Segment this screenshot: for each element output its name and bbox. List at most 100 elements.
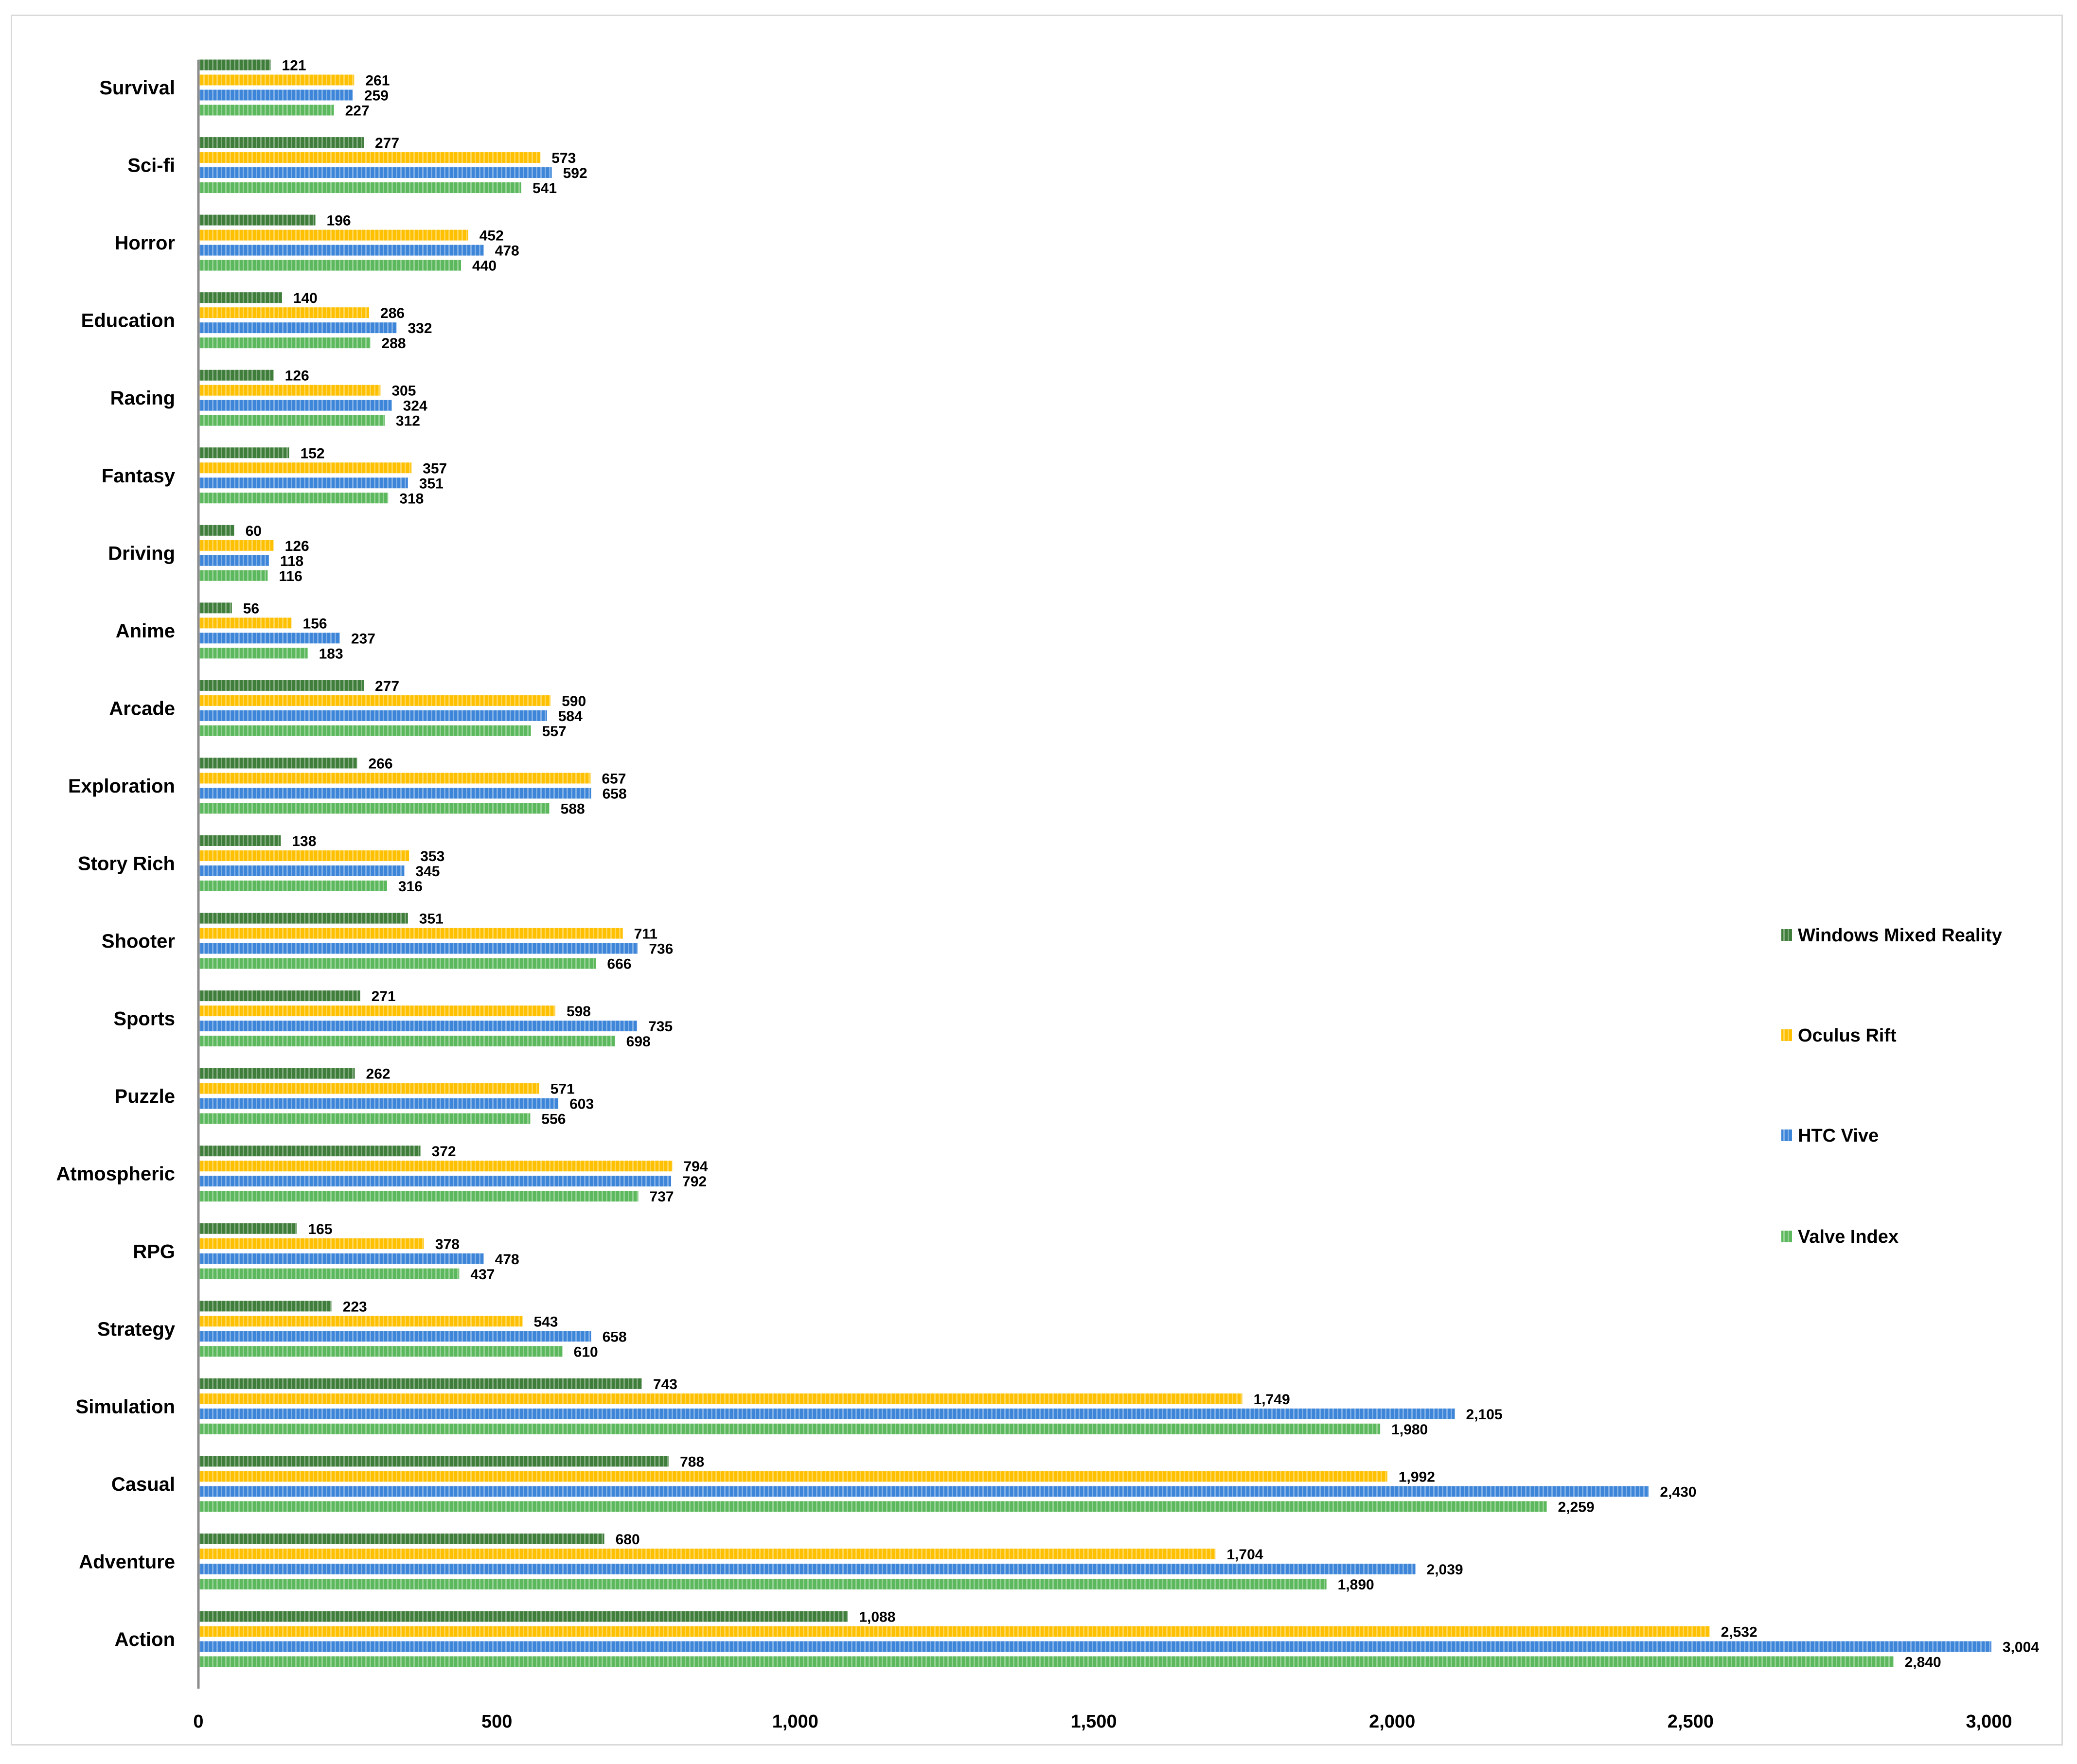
value-label: 590 [562,693,586,709]
value-label: 3,004 [2003,1640,2039,1656]
bar-htc-vive-action [198,1641,1991,1652]
bar-windows-mixed-reality-arcade [198,680,364,691]
bar-htc-vive-casual [198,1486,1649,1497]
bar-htc-vive-sci-fi [198,167,552,178]
value-label: 156 [302,616,327,632]
x-tick-label: 3,000 [1966,1711,2012,1732]
value-label: 378 [435,1236,460,1252]
value-label: 345 [415,864,440,880]
bar-windows-mixed-reality-fantasy [198,447,289,459]
category-label: Puzzle [115,1086,175,1107]
bar-htc-vive-puzzle [198,1098,559,1109]
bar-windows-mixed-reality-sports [198,990,360,1002]
value-label: 2,532 [1721,1624,1757,1641]
value-label: 316 [398,879,423,895]
bar-oculus-rift-simulation [198,1393,1243,1404]
bar-htc-vive-shooter [198,943,638,954]
bar-htc-vive-simulation [198,1408,1455,1419]
bar-valve-index-sci-fi [198,182,521,194]
category-label: Exploration [68,776,175,797]
bar-windows-mixed-reality-puzzle [198,1068,355,1079]
value-label: 140 [293,290,318,306]
value-label: 353 [420,848,444,864]
value-label: 223 [343,1299,367,1315]
value-label: 286 [380,305,405,321]
value-label: 312 [396,413,420,429]
bar-oculus-rift-racing [198,385,381,396]
value-label: 1,749 [1254,1392,1290,1408]
value-label: 658 [603,1329,627,1345]
value-label: 592 [563,165,587,181]
bar-windows-mixed-reality-sci-fi [198,137,364,148]
category-group-strategy: Strategy 223 543 658 610 [97,1299,627,1360]
bar-htc-vive-story-rich [198,865,405,876]
value-label: 735 [648,1019,673,1035]
bar-htc-vive-driving [198,555,269,566]
legend-item-windows-mixed-reality: Windows Mixed Reality [1781,925,2002,946]
category-label: Horror [115,232,175,254]
x-tick-label: 2,000 [1369,1711,1415,1732]
value-label: 138 [292,833,316,849]
bar-oculus-rift-shooter [198,928,623,939]
value-label: 277 [375,135,399,151]
bar-valve-index-shooter [198,958,596,969]
value-label: 658 [603,786,627,802]
bar-windows-mixed-reality-racing [198,370,274,381]
bar-valve-index-story-rich [198,881,387,891]
category-group-casual: Casual 788 1,992 2,430 2,259 [111,1454,1697,1515]
value-label: 743 [653,1376,677,1393]
bar-valve-index-arcade [198,725,531,736]
value-label: 152 [301,445,325,461]
value-label: 556 [541,1111,566,1128]
value-label: 1,890 [1338,1577,1374,1593]
legend-label: HTC Vive [1798,1126,1879,1146]
bar-oculus-rift-fantasy [198,462,412,474]
value-label: 788 [680,1454,704,1470]
value-label: 262 [366,1066,391,1082]
category-label: Strategy [97,1319,176,1340]
bar-valve-index-survival [198,105,334,116]
value-label: 736 [649,941,673,957]
category-label: Arcade [109,698,175,719]
bar-valve-index-rpg [198,1268,460,1279]
value-label: 1,088 [859,1609,895,1625]
value-label: 318 [399,491,424,507]
bar-windows-mixed-reality-action [198,1611,848,1622]
category-group-adventure: Adventure 680 1,704 2,039 1,890 [79,1532,1463,1593]
value-label: 711 [634,926,657,942]
value-label: 126 [285,368,309,384]
bar-windows-mixed-reality-adventure [198,1533,604,1544]
value-label: 1,980 [1391,1422,1428,1438]
bar-valve-index-driving [198,570,268,581]
bar-valve-index-casual [198,1501,1547,1512]
bar-windows-mixed-reality-horror [198,214,316,226]
bar-htc-vive-exploration [198,788,591,799]
value-label: 259 [364,88,389,104]
bar-windows-mixed-reality-casual [198,1456,669,1467]
bar-windows-mixed-reality-simulation [198,1378,642,1389]
bar-windows-mixed-reality-survival [198,59,271,71]
bar-htc-vive-rpg [198,1253,484,1264]
bar-oculus-rift-adventure [198,1548,1216,1559]
bar-windows-mixed-reality-story-rich [198,835,281,846]
bar-valve-index-anime [198,648,308,659]
category-label: Driving [108,543,175,564]
value-label: 2,259 [1558,1499,1595,1515]
value-label: 60 [246,523,262,539]
bar-oculus-rift-strategy [198,1316,523,1327]
bar-valve-index-fantasy [198,493,389,504]
value-label: 121 [282,58,306,74]
value-label: 332 [408,320,432,336]
bar-oculus-rift-sports [198,1005,555,1017]
value-label: 571 [550,1081,575,1097]
category-label: Sports [113,1008,175,1030]
value-label: 1,704 [1226,1547,1263,1563]
value-label: 305 [391,383,416,399]
value-label: 227 [345,103,370,119]
